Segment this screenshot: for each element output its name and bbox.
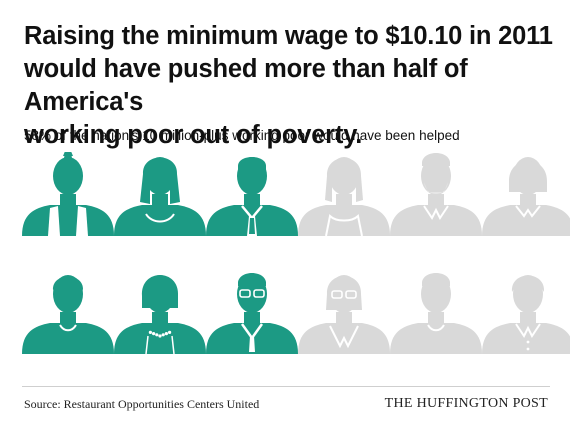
title-line-2: would have pushed more than half of Amer…	[24, 55, 468, 116]
chart-subtitle: 58% of the nation's 10 million-plus work…	[24, 128, 460, 143]
chart-title: Raising the minimum wage to $10.10 in 20…	[24, 20, 564, 152]
title-line-1: Raising the minimum wage to $10.10 in 20…	[24, 22, 553, 50]
man-glasses-suit-icon	[206, 273, 298, 354]
bearded-man-tshirt-icon	[390, 273, 482, 354]
pictogram-grid	[22, 152, 570, 355]
footer-divider	[22, 386, 550, 387]
long-hair-woman-icon	[114, 157, 206, 236]
publisher-logo: THE HUFFINGTON POST	[384, 396, 548, 411]
source-note: Source: Restaurant Opportunities Centers…	[24, 397, 260, 411]
bearded-man-collar-icon	[390, 153, 482, 236]
woman-camisole-icon	[298, 157, 390, 237]
bob-hair-woman-collar-icon	[482, 157, 570, 236]
man-collar-shirt-icon	[482, 275, 570, 354]
businessman-tie-icon	[206, 157, 298, 236]
woman-necklace-icon	[114, 275, 206, 355]
young-man-tshirt-icon	[22, 275, 114, 354]
title-line-3: working poor out of poverty.	[24, 121, 363, 149]
mohawk-man-icon	[22, 152, 114, 236]
woman-glasses-blazer-icon	[298, 275, 390, 354]
